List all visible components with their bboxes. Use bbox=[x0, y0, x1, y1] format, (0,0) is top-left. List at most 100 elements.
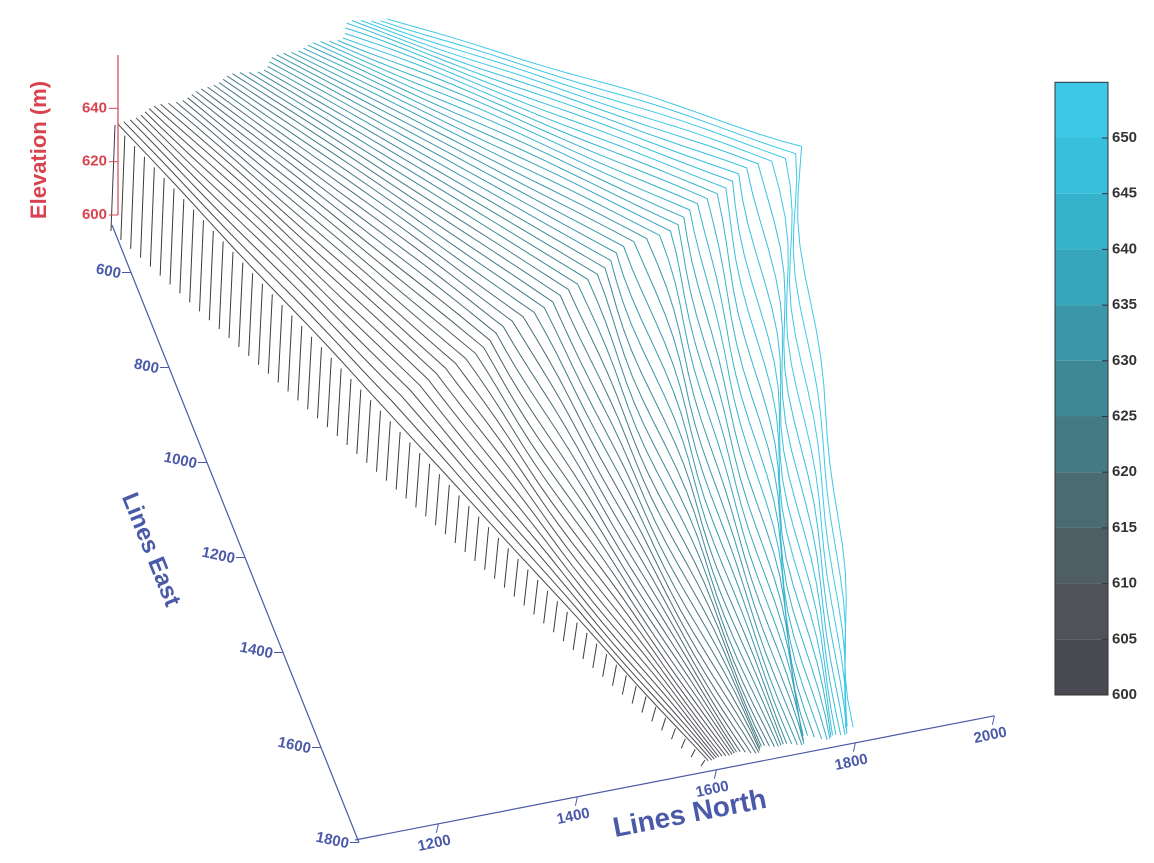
contour-line bbox=[269, 61, 798, 746]
x-tick-label: 1400 bbox=[555, 804, 591, 828]
contour-line bbox=[263, 69, 788, 744]
surface-wall bbox=[385, 421, 391, 481]
colorbar-tick-label: 645 bbox=[1112, 185, 1137, 202]
contour-line bbox=[337, 40, 832, 737]
surface-wall bbox=[425, 463, 431, 517]
y-tick-label: 1000 bbox=[162, 449, 198, 473]
contour-line bbox=[267, 65, 793, 745]
surface-wall bbox=[297, 326, 303, 401]
x-tick-label: 2000 bbox=[972, 723, 1008, 747]
x-tick bbox=[713, 769, 717, 779]
contour-line bbox=[298, 50, 804, 736]
surface-wall bbox=[494, 537, 499, 579]
surface-wall bbox=[572, 622, 578, 651]
colorbar-tick-label: 600 bbox=[1112, 686, 1137, 703]
contour-line bbox=[201, 88, 760, 753]
contour-line bbox=[222, 78, 766, 747]
contour-line bbox=[257, 71, 784, 745]
x-tick-label: 1800 bbox=[833, 750, 869, 774]
contour-line bbox=[153, 105, 730, 756]
surface-wall bbox=[562, 611, 568, 642]
y-tick-label: 1200 bbox=[200, 544, 236, 568]
surface-wall bbox=[631, 685, 637, 704]
x-tick bbox=[435, 823, 439, 833]
y-tick-label: 1800 bbox=[314, 829, 350, 853]
surface-wall bbox=[199, 220, 204, 312]
surface-wall bbox=[110, 124, 116, 232]
surface-wall bbox=[307, 336, 313, 410]
colorbar-cell bbox=[1055, 583, 1108, 640]
contour-line bbox=[329, 40, 831, 739]
surface-wall bbox=[317, 347, 322, 419]
x-tick bbox=[991, 715, 995, 725]
contour-line bbox=[346, 22, 846, 736]
y-tick-label: 600 bbox=[94, 260, 122, 282]
surface-wall bbox=[356, 389, 362, 454]
surface-wall bbox=[376, 410, 381, 472]
colorbar-cell bbox=[1055, 138, 1108, 194]
contour-line bbox=[123, 121, 713, 761]
surface-wall bbox=[700, 759, 706, 767]
surface-wall bbox=[543, 590, 549, 624]
surface-wall bbox=[582, 632, 588, 660]
z-tick-label: 640 bbox=[82, 99, 107, 116]
surface-wall bbox=[513, 558, 519, 597]
colorbar-cell bbox=[1055, 249, 1108, 306]
surface-wall bbox=[435, 474, 440, 526]
z-tick-label: 600 bbox=[82, 206, 107, 223]
contour-line bbox=[182, 100, 741, 752]
surface-wall bbox=[553, 601, 558, 633]
contour-line bbox=[232, 73, 775, 747]
contour-line bbox=[129, 119, 715, 760]
surface-wall bbox=[641, 696, 647, 713]
surface-wall bbox=[592, 643, 598, 668]
contour-line bbox=[344, 32, 837, 735]
colorbar-frame bbox=[1054, 81, 1109, 696]
y-tick-label: 800 bbox=[132, 355, 160, 377]
surface-wall bbox=[621, 675, 627, 695]
contour-line bbox=[386, 18, 854, 728]
contour-line bbox=[140, 114, 720, 758]
contour-line bbox=[371, 20, 847, 728]
colorbar-tick-label: 610 bbox=[1112, 575, 1137, 592]
contour-line bbox=[342, 37, 833, 736]
contour-line bbox=[303, 47, 808, 736]
surface-wall bbox=[612, 664, 617, 686]
surface bbox=[110, 18, 854, 767]
contour-line bbox=[144, 111, 723, 757]
contour-line bbox=[117, 123, 709, 762]
x-tick-label: 1200 bbox=[416, 831, 452, 855]
y-tick-label: 1400 bbox=[238, 639, 274, 663]
surface-wall bbox=[169, 188, 175, 285]
surface-wall bbox=[258, 283, 263, 365]
contour-line bbox=[207, 86, 761, 751]
contour-line bbox=[195, 91, 757, 754]
colorbar-tick-label: 635 bbox=[1112, 296, 1137, 313]
colorbar-cell bbox=[1055, 193, 1108, 250]
surface-wall bbox=[484, 527, 490, 570]
y-axis bbox=[111, 224, 360, 843]
x-tick bbox=[852, 742, 856, 752]
contour-line bbox=[307, 44, 815, 738]
contour-line bbox=[248, 71, 782, 746]
contour-line bbox=[239, 72, 779, 747]
surface-wall bbox=[680, 738, 686, 749]
contour-line bbox=[187, 97, 746, 753]
contour-line bbox=[160, 103, 733, 755]
surface-wall bbox=[336, 368, 342, 437]
contour-line bbox=[191, 94, 752, 754]
surface-wall bbox=[464, 505, 470, 553]
x-axis-title: Lines North bbox=[610, 783, 769, 843]
contour-line bbox=[380, 20, 848, 727]
surface-wall bbox=[651, 706, 657, 722]
surface-wall bbox=[474, 516, 480, 561]
colorbar-cell bbox=[1055, 527, 1108, 584]
surface-wall bbox=[287, 315, 293, 392]
contour-line bbox=[276, 54, 805, 744]
colorbar-tick-label: 620 bbox=[1112, 463, 1137, 480]
contour-line bbox=[283, 52, 804, 741]
colorbar-cell bbox=[1055, 416, 1108, 473]
surface-wall bbox=[661, 717, 667, 731]
surface-wall bbox=[415, 453, 421, 508]
